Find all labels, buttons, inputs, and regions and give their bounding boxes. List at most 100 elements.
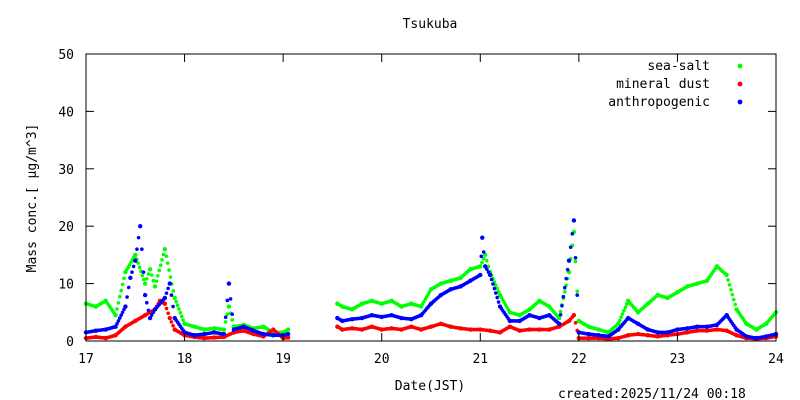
trace-dot — [562, 285, 567, 290]
trace-dot — [573, 255, 578, 260]
plot-frame — [85, 53, 777, 342]
trace-dot — [733, 302, 737, 307]
legend-marker — [737, 63, 743, 69]
trace-dot — [144, 277, 149, 281]
trace-dot — [228, 297, 233, 301]
trace-dot — [146, 272, 151, 276]
trace-dot — [175, 303, 180, 308]
trace-dot — [164, 306, 169, 311]
data-point — [162, 295, 168, 301]
data-point — [142, 292, 148, 298]
data-point — [167, 281, 172, 286]
series-mineral-dust — [83, 298, 779, 341]
data-point — [167, 315, 172, 321]
trace-dot — [116, 301, 121, 305]
data-point — [138, 224, 143, 229]
trace-dot — [141, 277, 146, 282]
trace-dot — [154, 279, 159, 283]
trace-dot — [149, 273, 154, 277]
x-tick-label: 23 — [670, 352, 686, 367]
trace-dot — [158, 263, 163, 267]
trace-dot — [575, 293, 580, 297]
data-point — [556, 321, 562, 326]
trace-dot — [620, 312, 625, 316]
trace-dot — [126, 285, 131, 290]
trace-dot — [485, 267, 489, 272]
data-point — [285, 335, 291, 340]
y-tick-label: 40 — [58, 105, 74, 120]
trace-dot — [481, 250, 486, 254]
data-point — [172, 295, 177, 301]
chart-title: Tsukuba — [403, 17, 458, 32]
trace-dot — [485, 258, 489, 263]
trace-dot — [144, 300, 149, 305]
trace-dot — [558, 309, 563, 314]
trace-dot — [493, 283, 498, 288]
data-point — [152, 284, 158, 289]
axes: 17 18 19 20 21 22 23 24 0 10 20 30 40 50 — [58, 48, 784, 367]
trace-dot — [166, 311, 170, 316]
x-tick-label: 22 — [571, 352, 587, 367]
y-tick-label: 10 — [58, 278, 74, 293]
trace-dot — [491, 282, 495, 286]
trace-dot — [480, 260, 484, 265]
trace-dot — [120, 310, 125, 315]
data-point — [162, 301, 168, 306]
trace-dot — [171, 323, 175, 328]
trace-dot — [492, 286, 497, 291]
data-point — [556, 315, 562, 321]
data-point — [480, 235, 485, 240]
trace-dot — [140, 273, 145, 278]
trace-dot — [140, 247, 144, 251]
trace-dot — [560, 303, 564, 308]
trace-dot — [230, 318, 235, 322]
trace-dot — [171, 289, 176, 293]
trace-dot — [179, 314, 184, 319]
legend-label: mineral dust — [616, 77, 710, 92]
x-axis-label: Date(JST) — [395, 379, 465, 394]
trace-dot — [225, 312, 230, 317]
trace-dot — [119, 288, 123, 293]
legend-label: sea-salt — [647, 59, 710, 74]
trace-dot — [568, 245, 573, 250]
x-tick-label: 17 — [78, 352, 94, 367]
trace-dot — [223, 320, 228, 324]
trace-dot — [558, 312, 563, 317]
trace-dot — [122, 276, 126, 281]
plot-area — [83, 218, 779, 341]
trace-dot — [118, 294, 122, 299]
trace-dot — [496, 290, 501, 294]
trace-dot — [161, 252, 166, 257]
trace-dot — [118, 316, 122, 320]
trace-dot — [729, 287, 733, 292]
trace-dot — [167, 268, 171, 272]
data-point — [226, 304, 232, 309]
trace-dot — [561, 294, 566, 299]
x-tick-label: 24 — [768, 352, 784, 367]
data-point — [123, 304, 128, 309]
legend-marker — [737, 99, 743, 105]
data-point — [724, 272, 729, 278]
trace-dot — [136, 235, 141, 240]
trace-dot — [149, 313, 154, 317]
y-tick-label: 20 — [58, 220, 74, 235]
trace-dot — [141, 270, 146, 274]
trace-dot — [135, 247, 139, 251]
trace-dot — [486, 264, 491, 269]
trace-dot — [164, 291, 169, 295]
trace-dot — [493, 291, 498, 295]
legend-label: anthropogenic — [608, 95, 710, 110]
trace-dot — [727, 283, 732, 287]
data-point — [483, 252, 488, 258]
trace-dot — [115, 321, 119, 326]
trace-dot — [169, 293, 174, 297]
series-sea-salt — [83, 229, 779, 335]
trace-dot — [156, 274, 160, 278]
y-tick-label: 0 — [66, 335, 74, 350]
trace-dot — [136, 261, 140, 265]
data-point — [162, 246, 168, 252]
trace-dot — [115, 307, 119, 311]
trace-dot — [151, 278, 156, 283]
data-point — [285, 327, 291, 332]
